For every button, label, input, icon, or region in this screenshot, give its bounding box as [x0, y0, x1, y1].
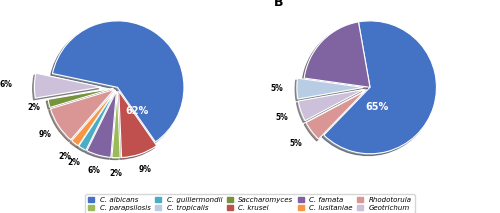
Wedge shape: [306, 91, 364, 139]
Text: 2%: 2%: [59, 152, 72, 161]
Wedge shape: [87, 91, 117, 157]
Wedge shape: [78, 91, 116, 150]
Text: 5%: 5%: [290, 139, 302, 148]
Wedge shape: [52, 21, 184, 142]
Text: 2%: 2%: [68, 158, 80, 167]
Text: 9%: 9%: [38, 130, 52, 139]
Text: 5%: 5%: [270, 84, 283, 94]
Text: 62%: 62%: [126, 106, 149, 116]
Wedge shape: [48, 88, 114, 107]
Text: 9%: 9%: [138, 165, 151, 174]
Text: 5%: 5%: [276, 113, 288, 122]
Text: B: B: [274, 0, 283, 9]
Wedge shape: [112, 91, 120, 158]
Text: 2%: 2%: [110, 169, 122, 178]
Text: 6%: 6%: [88, 166, 101, 175]
Wedge shape: [298, 89, 364, 121]
Text: 65%: 65%: [365, 102, 388, 112]
Text: 2%: 2%: [27, 102, 40, 112]
Wedge shape: [324, 21, 436, 154]
Wedge shape: [304, 22, 370, 87]
Text: 6%: 6%: [0, 81, 12, 89]
Wedge shape: [297, 78, 364, 99]
Wedge shape: [119, 91, 156, 157]
Legend: C. albicans, C. parapsilosis, C. guillermondii, C. tropicalis, Saccharomyces, C.: C. albicans, C. parapsilosis, C. guiller…: [86, 194, 414, 213]
Wedge shape: [34, 73, 101, 98]
Wedge shape: [72, 91, 115, 146]
Wedge shape: [50, 89, 114, 140]
